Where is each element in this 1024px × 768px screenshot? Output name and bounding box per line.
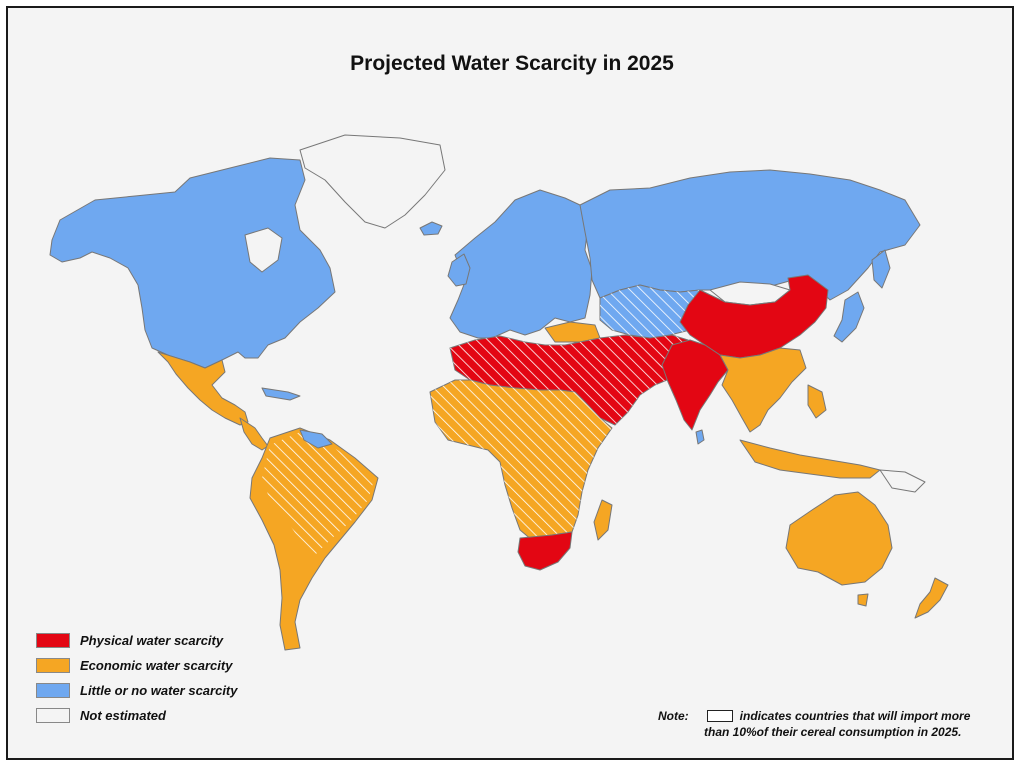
central-america-region: [239, 417, 269, 451]
legend-item-economic: Economic water scarcity: [36, 653, 238, 678]
southeast-asia-region: [719, 347, 807, 433]
central-asia-hatch: [600, 285, 708, 338]
mexico-region: [157, 351, 249, 426]
turkey-region: [544, 321, 601, 343]
iceland-region: [419, 221, 443, 236]
sri-lanka-region: [695, 429, 705, 445]
north-america-region: [49, 157, 336, 369]
legend-item-little: Little or no water scarcity: [36, 678, 238, 703]
australia-region: [785, 491, 893, 586]
indonesia-region: [739, 439, 881, 479]
russia-region: [579, 169, 921, 301]
note-line2: than 10%of their cereal consumption in 2…: [704, 725, 962, 739]
note-line1: indicates countries that will import mor…: [739, 709, 971, 723]
hudson-bay: [244, 227, 283, 273]
kamchatka-region: [871, 249, 891, 289]
south-america-hatch: [262, 432, 374, 555]
note-key: Note:: [658, 709, 689, 723]
new-zealand-region: [914, 577, 949, 619]
madagascar-region: [593, 499, 613, 541]
legend-swatch-physical: [36, 633, 70, 648]
tasmania-region: [857, 593, 869, 607]
north-africa-mideast-hatch: [450, 335, 690, 425]
guianas-region: [299, 429, 333, 449]
hatch-note: Note: indicates countries that will impo…: [658, 709, 1008, 739]
legend-swatch-economic: [36, 658, 70, 673]
legend-swatch-not-estimated: [36, 708, 70, 723]
greenland-region: [299, 134, 446, 229]
sub-saharan-africa-hatch: [430, 380, 612, 540]
philippines-region: [807, 384, 827, 419]
europe-region: [449, 189, 593, 339]
japan-region: [833, 291, 865, 343]
british-isles-region: [447, 253, 471, 287]
legend-label: Economic water scarcity: [80, 658, 233, 673]
legend-label: Physical water scarcity: [80, 633, 224, 648]
india-region: [661, 339, 729, 431]
note-hatch-box: [706, 710, 733, 722]
new-guinea-region: [879, 469, 926, 493]
south-africa-region: [517, 531, 573, 571]
caribbean-region: [261, 387, 301, 401]
legend-item-not-estimated: Not estimated: [36, 703, 238, 728]
china-region: [679, 274, 829, 359]
legend-label: Not estimated: [80, 708, 166, 723]
legend-swatch-little: [36, 683, 70, 698]
legend: Physical water scarcity Economic water s…: [36, 628, 238, 728]
legend-item-physical: Physical water scarcity: [36, 628, 238, 653]
map-title: Projected Water Scarcity in 2025: [350, 52, 674, 75]
legend-label: Little or no water scarcity: [80, 683, 238, 698]
